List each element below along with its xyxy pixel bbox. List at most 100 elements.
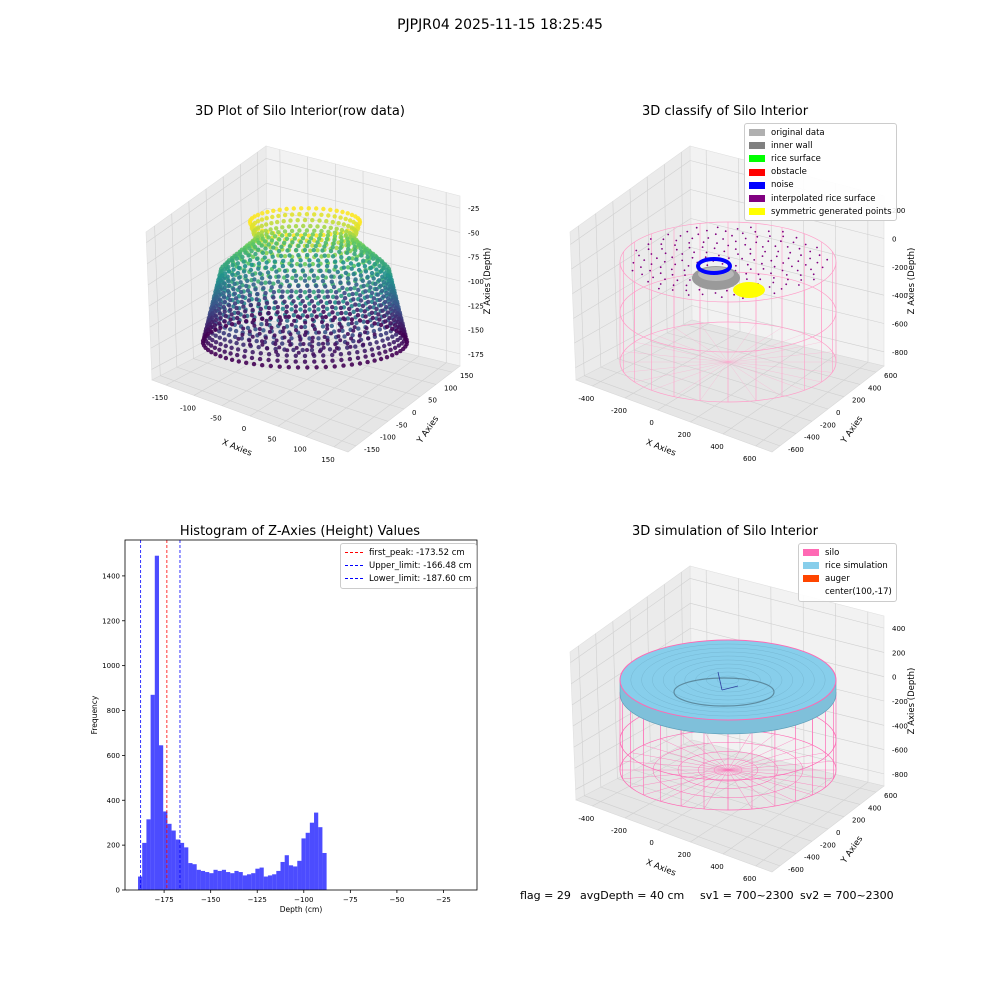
panel1-point	[236, 265, 242, 270]
panel1-point	[255, 256, 260, 261]
panel1-point	[268, 249, 273, 254]
panel1-point	[295, 261, 300, 267]
panel1-point	[358, 246, 363, 251]
panel1-point	[266, 235, 271, 240]
histogram-bar	[226, 872, 231, 890]
panel1-point	[341, 299, 346, 304]
panel4-floor-line	[703, 769, 729, 810]
panel1-point	[330, 245, 335, 250]
panel1-point	[378, 269, 384, 274]
panel1-point	[363, 354, 368, 359]
panel1-point	[363, 289, 368, 294]
panel2-interp-point	[701, 293, 704, 296]
histogram-bar	[150, 694, 155, 890]
panel1-point	[260, 342, 265, 347]
panel1-point	[255, 291, 260, 297]
panel1-point	[284, 304, 289, 309]
histogram-x-tick: −150	[201, 896, 220, 904]
panel1-point	[324, 263, 330, 269]
panel1-point	[249, 313, 255, 318]
panel4-grid-z	[571, 603, 691, 684]
panel1-point	[318, 349, 322, 354]
panel2-interp-point	[706, 264, 709, 267]
panel1-grid-y	[209, 349, 405, 410]
panel1-point	[339, 325, 344, 330]
panel1-point	[345, 276, 351, 281]
panel1-point	[229, 322, 235, 327]
histogram-y-tick: 600	[107, 752, 120, 760]
panel1-point	[231, 287, 236, 292]
panel1-point	[282, 212, 288, 218]
panel2-interp-point	[659, 266, 662, 269]
panel1-point	[205, 331, 211, 337]
panel1-point	[293, 304, 298, 309]
panel1-point	[243, 309, 248, 314]
panel1-point	[259, 243, 264, 248]
panel1-point	[253, 327, 258, 332]
panel1-point	[222, 285, 227, 290]
panel3-title: Histogram of Z-Axies (Height) Values	[179, 524, 421, 539]
panel1-point	[346, 243, 351, 248]
panel1-point	[364, 326, 369, 331]
panel1-point	[382, 313, 387, 319]
panel1-point	[279, 233, 285, 238]
panel1-point	[242, 314, 247, 319]
panel1-point	[296, 283, 301, 289]
panel1-point	[315, 248, 320, 253]
panel4-grid-y	[584, 795, 781, 867]
panel1-point	[330, 294, 336, 299]
panel1-point	[381, 294, 386, 299]
legend-label: auger	[825, 573, 850, 584]
histogram-bar	[301, 838, 306, 890]
panel2-noise	[696, 257, 732, 275]
histogram-y-tick: 800	[107, 707, 120, 715]
panel2-interp-point	[687, 294, 690, 296]
panel1-point	[305, 314, 310, 319]
panel1-point	[239, 336, 244, 341]
panel1-point	[310, 339, 315, 344]
panel2-interp-point	[826, 258, 829, 261]
panel1-point	[280, 306, 286, 311]
legend-line	[345, 565, 363, 567]
panel1-point	[337, 249, 342, 254]
panel1-point	[371, 276, 376, 281]
panel1-point	[266, 310, 271, 316]
panel1-point	[235, 315, 240, 321]
panel1-point	[334, 226, 339, 231]
panel1-point	[236, 320, 241, 325]
panel1-point	[316, 258, 321, 263]
panel1-point	[263, 335, 268, 340]
panel1-point	[353, 302, 358, 307]
panel1-point	[316, 336, 321, 341]
panel1-y-tick: 150	[460, 372, 473, 380]
panel1-point	[222, 266, 228, 272]
panel1-point	[217, 347, 222, 352]
histogram-bar	[259, 867, 264, 890]
legend-swatch	[749, 195, 765, 203]
panel4-floor-line	[660, 769, 729, 802]
panel1-point	[231, 277, 236, 282]
panel2-grid-z	[572, 218, 691, 294]
panel1-point	[363, 330, 367, 335]
panel2-x-tick: -200	[611, 407, 627, 415]
panel2-interp-point	[809, 257, 811, 260]
panel1-point	[218, 278, 223, 283]
panel1-point	[324, 258, 329, 264]
panel2-interp-point	[734, 248, 737, 251]
panel1-point	[302, 262, 308, 267]
panel1-point	[376, 312, 381, 317]
panel2-floor-line	[699, 361, 729, 401]
histogram-bar	[171, 830, 176, 890]
panel1-point	[256, 345, 261, 350]
panel1-point	[250, 334, 255, 339]
panel2-interp-point	[662, 238, 665, 241]
panel1-point	[339, 227, 345, 233]
panel2-interp-point	[681, 253, 684, 255]
panel2-ring	[619, 321, 837, 403]
panel1-point	[357, 361, 363, 366]
panel2-interp-point	[746, 278, 748, 280]
panel2-zlabel: Z Axies (Depth)	[907, 248, 917, 315]
panel2-interp-point	[723, 250, 726, 253]
panel2-y-tick: -600	[788, 446, 804, 454]
panel1-point	[305, 365, 310, 370]
